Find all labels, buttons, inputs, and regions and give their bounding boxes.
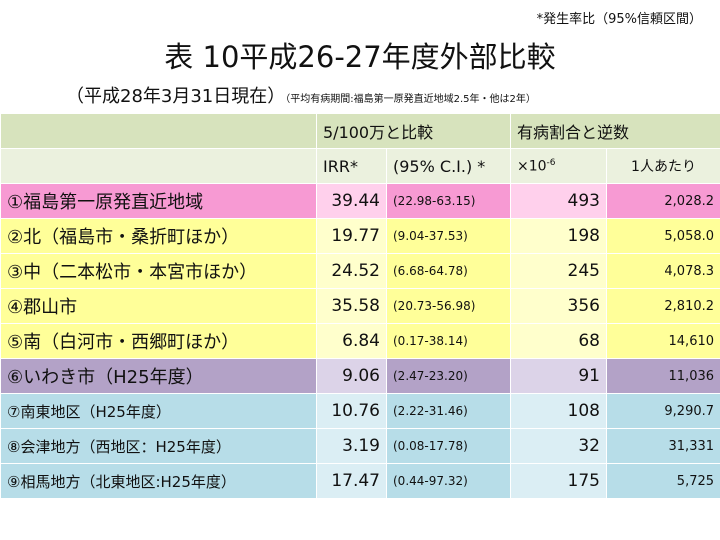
date-label: （平成28年3月31日現在） <box>66 86 286 107</box>
per-million-value: 356 <box>510 288 607 324</box>
ci-value: (6.68-64.78) <box>386 253 511 289</box>
table-row: ③中（二本松市・本宮市ほか） 24.52 (6.68-64.78) 245 4,078.… <box>0 253 720 289</box>
per-million-prefix: ×10 <box>517 158 547 175</box>
region-name: ⑥いわき市（H25年度） <box>0 358 317 394</box>
ci-value: (9.04-37.53) <box>386 218 511 254</box>
table-row: ⑤南（白河市・西郷町ほか） 6.84 (0.17-38.14) 68 14,610 <box>0 323 720 359</box>
region-name: ⑨相馬地方（北東地区:H25年度） <box>0 463 317 499</box>
table-row: ⑥いわき市（H25年度） 9.06 (2.47-23.20) 91 11,036 <box>0 358 720 394</box>
per-million-value: 108 <box>510 393 607 429</box>
ci-value: (0.17-38.14) <box>386 323 511 359</box>
irr-value: 19.77 <box>316 218 387 254</box>
region-name: ①福島第一原発直近地域 <box>0 183 317 219</box>
per-million-value: 68 <box>510 323 607 359</box>
region-name: ⑤南（白河市・西郷町ほか） <box>0 323 317 359</box>
inverse-value: 11,036 <box>605 358 720 394</box>
table-row: ⑧会津地方（西地区：H25年度） 3.19 (0.08-17.78) 32 31,331 <box>0 428 720 464</box>
page-title: 表 10平成26-27年度外部比較 <box>164 40 556 74</box>
header-group-comparison: 5/100万と比較 <box>316 113 511 149</box>
per-million-exponent: -6 <box>546 157 556 168</box>
header-row-groups: 5/100万と比較 有病割合と逆数 <box>0 113 720 149</box>
header-irr: IRR* <box>316 148 387 184</box>
irr-value: 17.47 <box>316 463 387 499</box>
region-name: ②北（福島市・桑折町ほか） <box>0 218 317 254</box>
inverse-value: 9,290.7 <box>605 393 720 429</box>
table-row: ④郡山市 35.58 (20.73-56.98) 356 2,810.2 <box>0 288 720 324</box>
region-name: ④郡山市 <box>0 288 317 324</box>
region-name: ⑧会津地方（西地区：H25年度） <box>0 428 317 464</box>
irr-value: 6.84 <box>316 323 387 359</box>
period-note: （平均有病期間:福島第一原発直近地域2.5年・他は2年） <box>285 94 536 105</box>
per-million-value: 175 <box>510 463 607 499</box>
inverse-value: 2,028.2 <box>605 183 720 219</box>
irr-value: 3.19 <box>316 428 387 464</box>
region-name: ③中（二本松市・本宮市ほか） <box>0 253 317 289</box>
header-inverse: 1人あたり <box>605 148 720 184</box>
comparison-table: 5/100万と比較 有病割合と逆数 IRR* (95% C.I.) * ×10-… <box>0 113 720 499</box>
inverse-value: 5,058.0 <box>605 218 720 254</box>
ci-value: (20.73-56.98) <box>386 288 511 324</box>
inverse-value: 2,810.2 <box>605 288 720 324</box>
footnote-label: *発生率比（95%信頼区間） <box>536 12 702 27</box>
per-million-value: 91 <box>510 358 607 394</box>
irr-value: 10.76 <box>316 393 387 429</box>
table-row: ②北（福島市・桑折町ほか） 19.77 (9.04-37.53) 198 5,058.0 <box>0 218 720 254</box>
table-row: ⑨相馬地方（北東地区:H25年度） 17.47 (0.44-97.32) 175 5,7… <box>0 463 720 499</box>
irr-value: 24.52 <box>316 253 387 289</box>
header-per-million: ×10-6 <box>510 148 607 184</box>
inverse-value: 14,610 <box>605 323 720 359</box>
subtitle: （平成28年3月31日現在）（平均有病期間:福島第一原発直近地域2.5年・他は2… <box>66 82 536 108</box>
region-name: ⑦南東地区（H25年度） <box>0 393 317 429</box>
irr-value: 39.44 <box>316 183 387 219</box>
table-row: ⑦南東地区（H25年度） 10.76 (2.22-31.46) 108 9,290.7 <box>0 393 720 429</box>
header-row-columns: IRR* (95% C.I.) * ×10-6 1人あたり <box>0 148 720 184</box>
per-million-value: 32 <box>510 428 607 464</box>
header-ci: (95% C.I.) * <box>386 148 511 184</box>
ci-value: (0.08-17.78) <box>386 428 511 464</box>
table-row: ①福島第一原発直近地域 39.44 (22.98-63.15) 493 2,028.2 <box>0 183 720 219</box>
ci-value: (22.98-63.15) <box>386 183 511 219</box>
inverse-value: 4,078.3 <box>605 253 720 289</box>
header-blank-2 <box>0 148 317 184</box>
per-million-value: 245 <box>510 253 607 289</box>
inverse-value: 31,331 <box>605 428 720 464</box>
header-blank <box>0 113 317 149</box>
ci-value: (0.44-97.32) <box>386 463 511 499</box>
irr-value: 35.58 <box>316 288 387 324</box>
per-million-value: 493 <box>510 183 607 219</box>
ci-value: (2.47-23.20) <box>386 358 511 394</box>
irr-value: 9.06 <box>316 358 387 394</box>
ci-value: (2.22-31.46) <box>386 393 511 429</box>
header-group-prevalence: 有病割合と逆数 <box>509 113 720 149</box>
inverse-value: 5,725 <box>605 463 720 499</box>
per-million-value: 198 <box>510 218 607 254</box>
